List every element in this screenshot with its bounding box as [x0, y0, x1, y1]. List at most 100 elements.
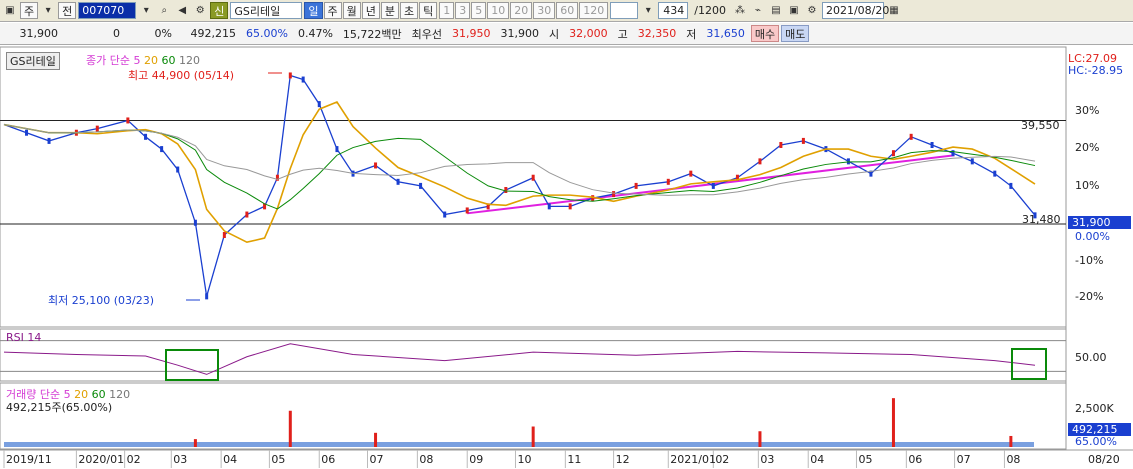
volume-baseline: [4, 442, 1034, 447]
rsi-y-tick: 50.00: [1075, 351, 1107, 364]
period-tab[interactable]: 일: [304, 2, 323, 19]
stock-name-field[interactable]: GS리테일: [230, 2, 303, 19]
tick-button[interactable]: 60: [556, 2, 579, 19]
period-tab[interactable]: 년: [361, 2, 380, 19]
sell-button[interactable]: 매도: [781, 25, 810, 42]
tick-button[interactable]: 1: [439, 2, 455, 19]
candle: [288, 72, 292, 79]
turnover-ratio: 0.47%: [297, 27, 333, 40]
tick-button[interactable]: 30: [533, 2, 556, 19]
y-tick: 0.00%: [1075, 230, 1110, 243]
candle: [465, 207, 469, 214]
x-tick: 06: [908, 453, 923, 466]
candle: [951, 150, 955, 157]
x-tick: 06: [321, 453, 336, 466]
candle: [758, 158, 762, 165]
candle: [275, 174, 279, 181]
candle: [443, 211, 447, 218]
period-tab[interactable]: 주: [323, 2, 342, 19]
window-icon[interactable]: ▣: [5, 5, 15, 16]
gear-icon[interactable]: ⚙: [807, 5, 817, 16]
period-tab[interactable]: 초: [400, 2, 419, 19]
candle: [95, 125, 99, 132]
volume-bar: [374, 432, 378, 447]
drawing-icon[interactable]: ⌁: [754, 5, 761, 16]
chevron-down-icon[interactable]: ▾: [45, 5, 51, 16]
candle: [25, 129, 29, 136]
stock-title[interactable]: GS리테일: [6, 52, 60, 70]
tick-button[interactable]: 10: [487, 2, 510, 19]
best-ask: 31,950: [452, 27, 491, 40]
trade-amount: 15,722백만: [342, 27, 402, 41]
date-input[interactable]: 2021/08/20: [821, 2, 889, 19]
x-tick: 04: [810, 453, 825, 466]
low-price: 31,650: [706, 27, 745, 40]
period-tab[interactable]: 월: [342, 2, 361, 19]
candle: [176, 166, 180, 173]
x-tick: 07: [956, 453, 971, 466]
volume: 492,215: [190, 27, 237, 40]
buy-button[interactable]: 매수: [750, 25, 780, 42]
y-tick: 10%: [1075, 179, 1100, 192]
unit-input[interactable]: [610, 2, 639, 19]
candle: [612, 191, 616, 198]
candle: [47, 137, 51, 144]
tick-button[interactable]: 120: [579, 2, 609, 19]
candle: [317, 101, 321, 108]
tick-button[interactable]: 5: [471, 2, 487, 19]
tick-button[interactable]: 3: [455, 2, 471, 19]
support-label: 31,480: [1022, 213, 1061, 226]
lock-icon[interactable]: ▤: [771, 5, 781, 16]
period-tab[interactable]: 틱: [419, 2, 438, 19]
view-mode-select[interactable]: 주: [20, 2, 39, 19]
settings-icon[interactable]: ⚙: [195, 5, 205, 16]
candle: [335, 146, 339, 153]
best-bid: 31,900: [500, 27, 540, 40]
low-annotation: 최저 25,100 (03/23): [48, 294, 155, 307]
candle: [666, 178, 670, 185]
lc-label: LC:27.09: [1068, 52, 1118, 65]
pre-button[interactable]: 전: [58, 2, 77, 19]
new-badge: 신: [210, 2, 229, 19]
calendar-icon[interactable]: ▦: [889, 5, 899, 16]
volume-ratio: 65.00%: [246, 27, 288, 40]
candle: [531, 174, 535, 181]
chevron-down-icon[interactable]: ▾: [645, 5, 651, 16]
candle: [486, 203, 490, 210]
candle: [930, 142, 934, 148]
count-input[interactable]: 434: [658, 2, 689, 19]
candle: [126, 117, 130, 124]
rsi-highlight-box: [165, 349, 219, 381]
candle: [735, 174, 739, 181]
save-icon[interactable]: ▣: [789, 5, 799, 16]
candle: [568, 203, 572, 210]
y-tick: -20%: [1075, 290, 1104, 303]
ma20-line: [3, 101, 1036, 244]
volume-legend: 거래량 단순 5 20 60 120: [6, 388, 131, 401]
rsi-legend: RSI 14: [6, 331, 42, 344]
x-tick: 10: [517, 453, 532, 466]
candle: [1009, 182, 1013, 189]
change: 0: [113, 27, 120, 40]
period-tab[interactable]: 분: [380, 2, 399, 19]
tick-buttons: 1 3 5 10 20 30 60 120: [439, 2, 609, 19]
indicator-icon[interactable]: ⁂: [734, 5, 745, 16]
speaker-icon[interactable]: ◀: [178, 5, 187, 16]
x-tick: 07: [369, 453, 384, 466]
hc-label: HC:-28.95: [1068, 64, 1124, 77]
x-tick: 08: [419, 453, 434, 466]
x-tick: 2020/01: [78, 453, 125, 466]
candle: [846, 158, 850, 165]
search-icon[interactable]: ⌕: [161, 5, 168, 16]
candle: [160, 146, 164, 153]
dropdown-icon[interactable]: ▾: [143, 5, 149, 16]
candle: [711, 182, 715, 189]
candle: [891, 150, 895, 157]
code-input[interactable]: 007070: [78, 2, 137, 19]
x-tick: 03: [173, 453, 188, 466]
tick-button[interactable]: 20: [510, 2, 533, 19]
volume-bar: [193, 439, 197, 447]
x-tick: 09: [469, 453, 484, 466]
